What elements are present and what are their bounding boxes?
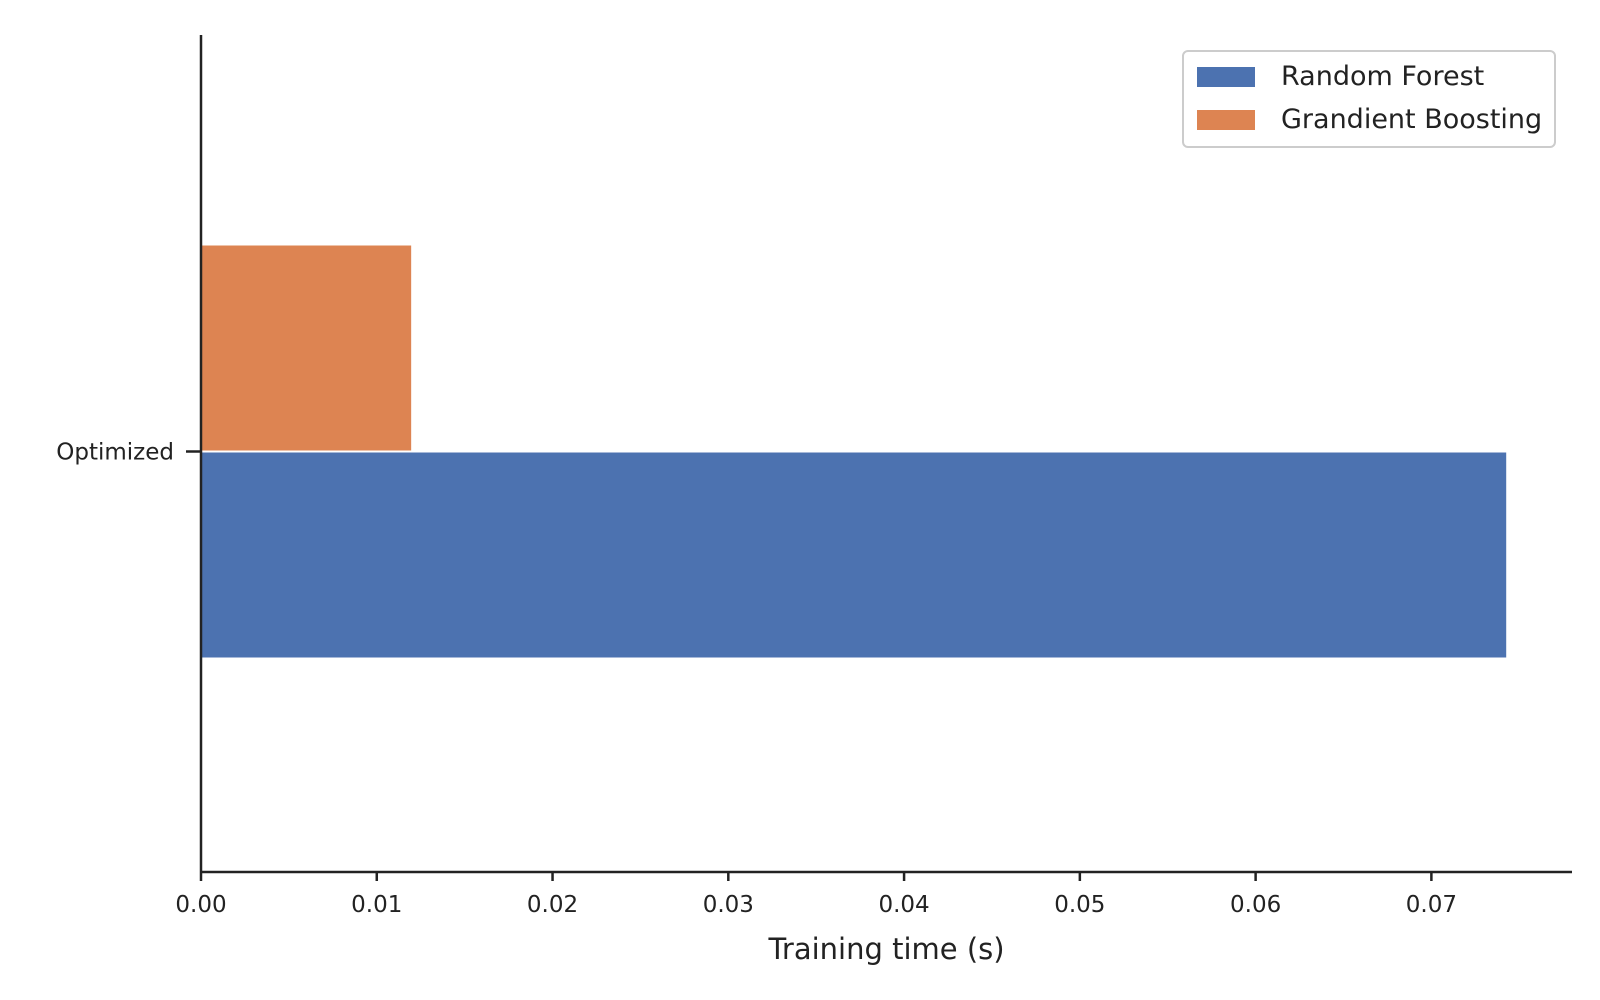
bar-random-forest: [202, 452, 1507, 658]
legend: Random Forest Grandient Boosting: [1182, 50, 1556, 148]
legend-label: Grandient Boosting: [1281, 104, 1542, 135]
y-ticks-group: Optimized: [56, 440, 201, 466]
bars-group: [202, 245, 1507, 658]
x-tick-label: 0.03: [703, 892, 754, 918]
bar-grandient-boosting: [202, 245, 412, 451]
x-tick-label: 0.01: [351, 892, 402, 918]
legend-swatch: [1197, 67, 1255, 87]
legend-label: Random Forest: [1281, 61, 1484, 92]
x-tick-label: 0.07: [1406, 892, 1457, 918]
x-tick-label: 0.05: [1054, 892, 1105, 918]
x-tick-label: 0.02: [527, 892, 578, 918]
legend-swatch: [1197, 110, 1255, 130]
x-axis-title: Training time (s): [767, 932, 1004, 966]
x-tick-label: 0.00: [175, 892, 226, 918]
x-ticks-group: 0.00 0.01 0.02 0.03 0.04 0.05 0.06 0.07: [175, 872, 1457, 918]
x-tick-label: 0.06: [1230, 892, 1281, 918]
legend-frame: [1182, 50, 1556, 148]
y-tick-label: Optimized: [56, 440, 174, 466]
x-tick-label: 0.04: [878, 892, 929, 918]
